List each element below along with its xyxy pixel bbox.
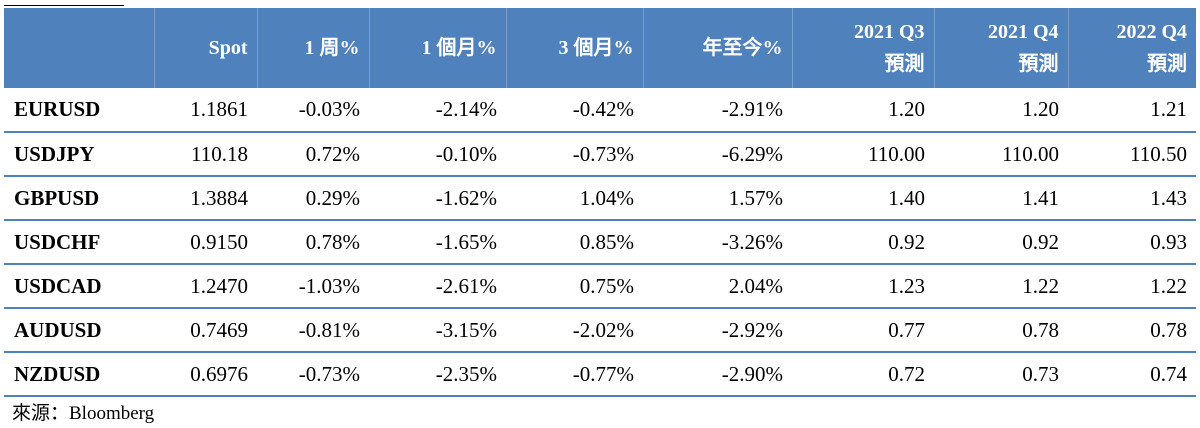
value-cell: -0.73% <box>257 352 369 397</box>
value-cell: 110.18 <box>154 132 257 177</box>
value-cell: 1.21 <box>1068 88 1196 133</box>
column-header-line: 預測 <box>1018 53 1059 75</box>
value-cell: 0.77 <box>792 308 934 353</box>
value-cell: 1.2470 <box>154 264 257 309</box>
column-header-4: 3 個月% <box>505 8 643 88</box>
column-header-3: 1 個月% <box>368 8 506 88</box>
value-cell: 0.72 <box>792 352 934 397</box>
column-header-line: 2021 Q3 <box>853 21 925 43</box>
column-header-line: 3 個月% <box>558 37 634 59</box>
value-cell: -0.42% <box>506 88 643 133</box>
value-cell: 0.75% <box>506 264 643 309</box>
value-cell: -2.92% <box>643 308 792 353</box>
column-header-6: 2021 Q3 預測 <box>791 8 934 88</box>
table-body: EURUSD 1.1861 -0.03% -2.14% -0.42% -2.91% 1.20… <box>4 88 1196 397</box>
value-cell: 0.9150 <box>154 220 257 265</box>
value-cell: 110.50 <box>1068 132 1196 177</box>
table-row: EURUSD 1.1861 -0.03% -2.14% -0.42% -2.91% 1.20… <box>4 88 1196 133</box>
value-cell: 0.78 <box>934 308 1068 353</box>
currency-pair-cell: GBPUSD <box>4 176 154 221</box>
column-header-line: 1 個月% <box>421 37 497 59</box>
value-cell: 1.57% <box>643 176 792 221</box>
value-cell: 1.20 <box>934 88 1068 133</box>
value-cell: 0.29% <box>257 176 369 221</box>
table-row: GBPUSD 1.3884 0.29% -1.62% 1.04% 1.57% 1.40 1.4… <box>4 176 1196 221</box>
value-cell: 0.93 <box>1068 220 1196 265</box>
table-header: Spot 1 周% 1 個月% 3 個月% 年至今% 2021 Q3 預測 2021 Q4 預測… <box>4 8 1196 88</box>
column-header-line: Spot <box>208 37 248 59</box>
value-cell: 0.73 <box>934 352 1068 397</box>
currency-pair-cell: EURUSD <box>4 88 154 133</box>
column-header-line: 年至今% <box>702 37 783 59</box>
value-cell: -0.81% <box>257 308 369 353</box>
header-row: Spot 1 周% 1 個月% 3 個月% 年至今% 2021 Q3 預測 2021 Q4 預測… <box>4 8 1196 88</box>
column-header-1: Spot <box>153 8 257 88</box>
column-header-line: 預測 <box>1147 53 1187 75</box>
value-cell: 0.92 <box>792 220 934 265</box>
value-cell: -3.15% <box>369 308 506 353</box>
value-cell: -2.91% <box>643 88 792 133</box>
column-header-2: 1 周% <box>256 8 369 88</box>
value-cell: -2.14% <box>369 88 506 133</box>
column-header-0 <box>4 8 154 88</box>
table-row: AUDUSD 0.7469 -0.81% -3.15% -2.02% -2.92% 0.77… <box>4 308 1196 353</box>
value-cell: 1.20 <box>792 88 934 133</box>
value-cell: 2.04% <box>643 264 792 309</box>
table-row: USDJPY 110.18 0.72% -0.10% -0.73% -6.29% 110.0… <box>4 132 1196 177</box>
value-cell: -1.62% <box>369 176 506 221</box>
value-cell: 1.04% <box>506 176 643 221</box>
value-cell: -0.73% <box>506 132 643 177</box>
value-cell: -0.77% <box>506 352 643 397</box>
column-header-8: 2022 Q4 預測 <box>1067 8 1196 88</box>
currency-pair-cell: NZDUSD <box>4 352 154 397</box>
value-cell: 1.23 <box>792 264 934 309</box>
currency-pair-cell: USDJPY <box>4 132 154 177</box>
value-cell: -2.35% <box>369 352 506 397</box>
value-cell: 1.3884 <box>154 176 257 221</box>
value-cell: 1.1861 <box>154 88 257 133</box>
currency-pair-cell: USDCAD <box>4 264 154 309</box>
value-cell: -1.03% <box>257 264 369 309</box>
currency-pair-cell: AUDUSD <box>4 308 154 353</box>
value-cell: 1.41 <box>934 176 1068 221</box>
value-cell: -6.29% <box>643 132 792 177</box>
value-cell: -3.26% <box>643 220 792 265</box>
value-cell: 110.00 <box>934 132 1068 177</box>
column-header-line: 預測 <box>884 53 925 75</box>
value-cell: -2.90% <box>643 352 792 397</box>
table-row: NZDUSD 0.6976 -0.73% -2.35% -0.77% -2.90% 0.72… <box>4 352 1196 397</box>
value-cell: 1.43 <box>1068 176 1196 221</box>
value-cell: -0.03% <box>257 88 369 133</box>
value-cell: 0.85% <box>506 220 643 265</box>
value-cell: 110.00 <box>792 132 934 177</box>
column-header-line: 2022 Q4 <box>1116 21 1187 43</box>
table-row: USDCHF 0.9150 0.78% -1.65% 0.85% -3.26% 0.92 0.… <box>4 220 1196 265</box>
value-cell: 0.6976 <box>154 352 257 397</box>
value-cell: 1.40 <box>792 176 934 221</box>
value-cell: 0.78 <box>1068 308 1196 353</box>
currency-pair-cell: USDCHF <box>4 220 154 265</box>
column-header-line: 2021 Q4 <box>987 21 1059 43</box>
value-cell: 0.78% <box>257 220 369 265</box>
source-note: 來源：Bloomberg <box>12 403 155 424</box>
value-cell: -2.61% <box>369 264 506 309</box>
value-cell: 0.92 <box>934 220 1068 265</box>
column-header-line: 1 周% <box>304 37 360 59</box>
value-cell: 1.22 <box>1068 264 1196 309</box>
value-cell: -2.02% <box>506 308 643 353</box>
table-row: USDCAD 1.2470 -1.03% -2.61% 0.75% 2.04% 1.23 1.… <box>4 264 1196 309</box>
top-rule <box>4 5 124 6</box>
value-cell: -0.10% <box>369 132 506 177</box>
value-cell: 1.22 <box>934 264 1068 309</box>
column-header-7: 2021 Q4 預測 <box>933 8 1068 88</box>
value-cell: -1.65% <box>369 220 506 265</box>
value-cell: 0.7469 <box>154 308 257 353</box>
column-header-5: 年至今% <box>642 8 792 88</box>
fx-forecast-table: Spot 1 周% 1 個月% 3 個月% 年至今% 2021 Q3 預測 2021 Q4 預測… <box>4 8 1196 397</box>
value-cell: 0.72% <box>257 132 369 177</box>
value-cell: 0.74 <box>1068 352 1196 397</box>
